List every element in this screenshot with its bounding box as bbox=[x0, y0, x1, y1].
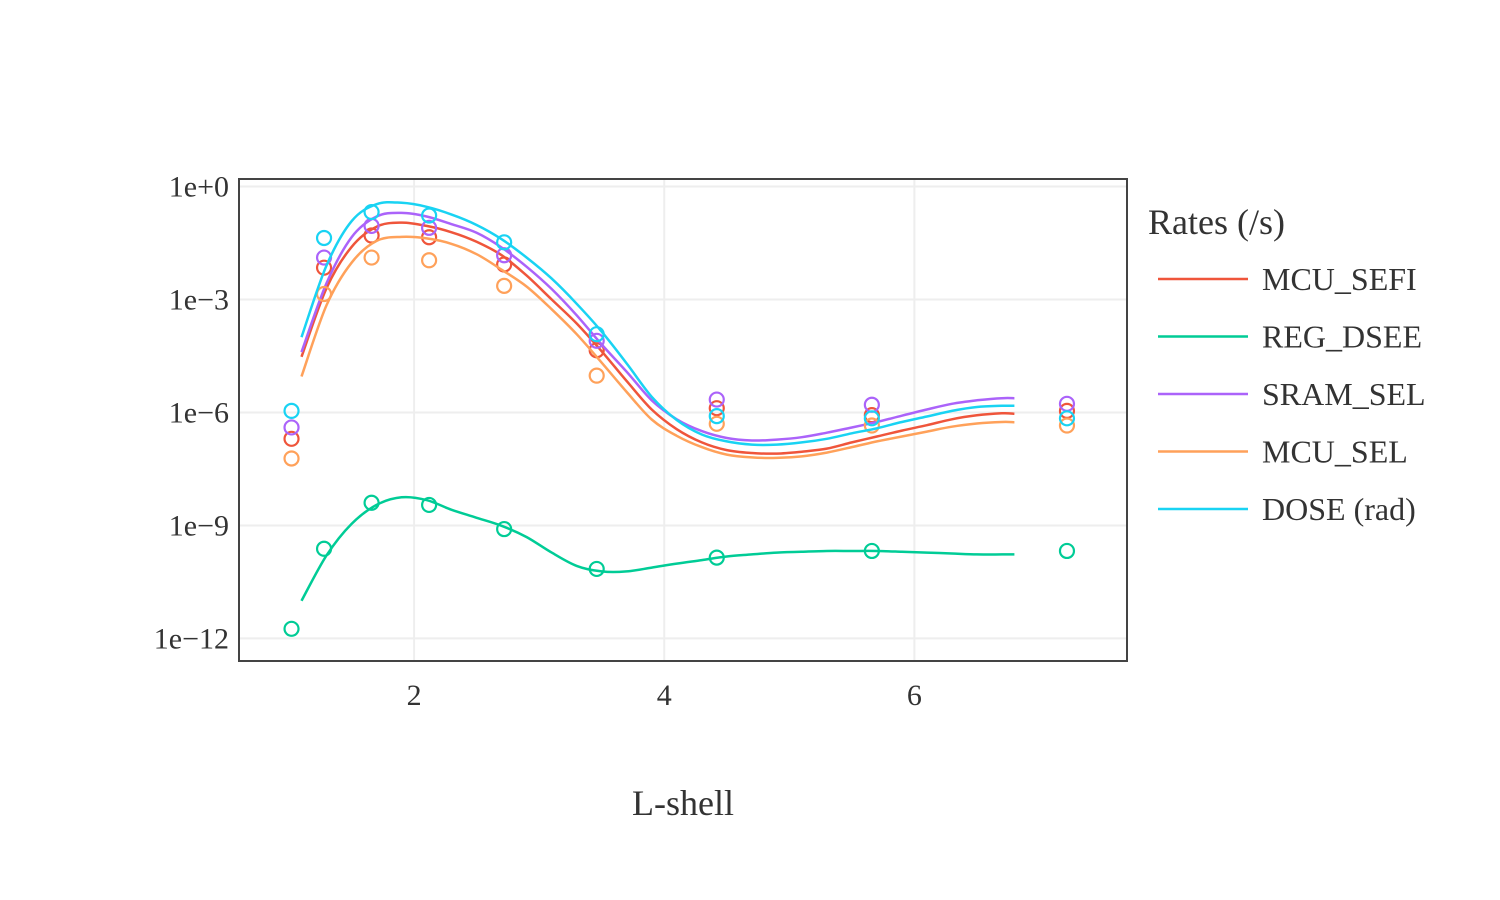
legend-label: MCU_SEFI bbox=[1262, 261, 1417, 297]
data-point-dose-rad bbox=[283, 402, 300, 420]
legend-item-sram-sel[interactable]: SRAM_SEL bbox=[1158, 376, 1426, 412]
data-point-reg-dsee bbox=[283, 620, 300, 637]
legend-item-reg-dsee[interactable]: REG_DSEE bbox=[1158, 319, 1422, 355]
data-point-dose-rad bbox=[708, 408, 725, 425]
data-point-reg-dsee bbox=[588, 560, 605, 578]
data-point-mcu-sel bbox=[588, 367, 605, 384]
series-line-mcu-sel bbox=[300, 235, 1015, 460]
legend-item-dose-rad[interactable]: DOSE (rad) bbox=[1158, 491, 1416, 527]
data-point-mcu-sefi bbox=[283, 430, 300, 447]
data-point-mcu-sel bbox=[708, 415, 725, 432]
data-point-dose-rad bbox=[863, 410, 880, 427]
data-point-reg-dsee bbox=[1058, 542, 1076, 560]
x-tick-label: 2 bbox=[407, 679, 422, 712]
data-point-dose-rad bbox=[588, 326, 605, 343]
data-point-sram-sel bbox=[496, 247, 513, 264]
data-point-reg-dsee bbox=[708, 549, 725, 566]
y-axis-ticks: 1e+0 1e−3 1e−6 1e−9 1e−12 bbox=[154, 171, 229, 656]
x-tick-label: 4 bbox=[657, 679, 672, 712]
x-axis-ticks: 2 4 6 bbox=[407, 679, 922, 712]
legend-label: MCU_SEL bbox=[1262, 434, 1408, 470]
data-point-mcu-sel bbox=[496, 277, 513, 294]
data-point-sram-sel bbox=[708, 391, 725, 408]
series-dose-rad bbox=[283, 200, 1076, 447]
data-point-mcu-sel bbox=[863, 417, 880, 434]
data-point-reg-dsee bbox=[315, 540, 333, 557]
data-point-reg-dsee bbox=[421, 496, 438, 514]
series-mcu-sel bbox=[283, 235, 1076, 467]
y-tick-label: 1e−12 bbox=[154, 622, 229, 655]
data-point-mcu-sel bbox=[421, 252, 438, 269]
data-point-mcu-sel bbox=[1058, 417, 1076, 434]
x-axis-title: L-shell bbox=[632, 783, 734, 823]
legend-label: REG_DSEE bbox=[1262, 319, 1422, 355]
series-layer bbox=[283, 200, 1076, 637]
data-point-dose-rad bbox=[421, 207, 438, 224]
y-tick-label: 1e−9 bbox=[169, 509, 229, 542]
series-reg-dsee bbox=[283, 494, 1076, 637]
data-point-reg-dsee bbox=[363, 494, 380, 511]
data-point-reg-dsee bbox=[496, 520, 513, 538]
series-line-dose-rad bbox=[300, 200, 1015, 447]
data-point-dose-rad bbox=[1058, 410, 1076, 427]
y-tick-label: 1e−6 bbox=[169, 396, 229, 429]
legend: Rates (/s) MCU_SEFI REG_DSEE SRAM_SEL MCU_S… bbox=[1148, 202, 1426, 527]
data-point-mcu-sel bbox=[363, 249, 380, 266]
data-point-sram-sel bbox=[421, 219, 438, 236]
data-point-dose-rad bbox=[315, 229, 333, 247]
data-point-dose-rad bbox=[363, 203, 380, 221]
data-point-reg-dsee bbox=[863, 542, 880, 560]
data-point-mcu-sefi bbox=[708, 400, 725, 417]
y-tick-label: 1e+0 bbox=[169, 171, 229, 204]
legend-label: DOSE (rad) bbox=[1262, 491, 1416, 527]
plot-frame bbox=[238, 178, 1128, 662]
data-point-sram-sel bbox=[283, 419, 300, 436]
data-point-mcu-sel bbox=[283, 450, 300, 467]
legend-label: SRAM_SEL bbox=[1262, 376, 1426, 412]
data-point-sram-sel bbox=[588, 332, 605, 349]
x-tick-label: 6 bbox=[907, 679, 922, 712]
legend-title: Rates (/s) bbox=[1148, 202, 1285, 242]
legend-item-mcu-sefi[interactable]: MCU_SEFI bbox=[1158, 261, 1417, 297]
data-point-dose-rad bbox=[496, 234, 513, 251]
legend-item-mcu-sel[interactable]: MCU_SEL bbox=[1158, 434, 1408, 470]
y-tick-label: 1e−3 bbox=[169, 284, 229, 317]
